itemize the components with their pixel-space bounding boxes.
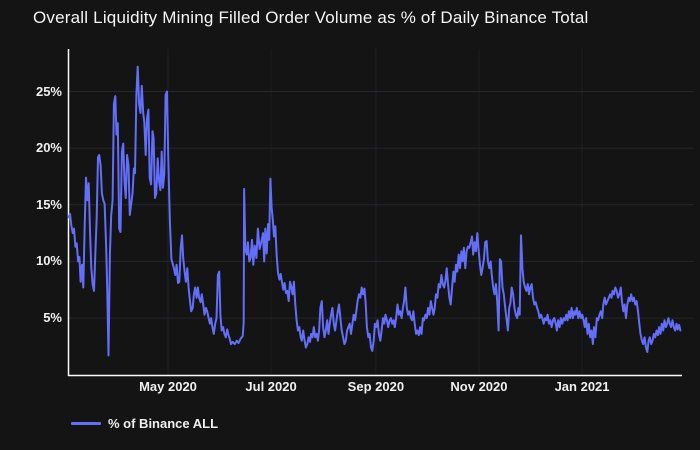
y-tick-label: 10% <box>35 253 62 269</box>
y-tick-label: 15% <box>35 196 62 212</box>
x-tick-label: Jul 2020 <box>245 379 297 394</box>
y-tick-label: 5% <box>43 310 62 326</box>
y-tick-label: 20% <box>35 140 62 156</box>
series-line <box>67 65 682 357</box>
legend-label: % of Binance ALL <box>108 415 219 431</box>
chart-title: Overall Liquidity Mining Filled Order Vo… <box>33 8 589 27</box>
x-tick-label: Sep 2020 <box>347 379 405 394</box>
x-tick-label: Nov 2020 <box>450 379 508 394</box>
x-tick-label: May 2020 <box>139 379 197 394</box>
y-tick-label: 25% <box>35 83 62 99</box>
legend-line-swatch <box>71 421 101 425</box>
legend-item[interactable]: % of Binance ALL <box>71 414 218 432</box>
x-tick-label: Jan 2021 <box>554 379 610 394</box>
